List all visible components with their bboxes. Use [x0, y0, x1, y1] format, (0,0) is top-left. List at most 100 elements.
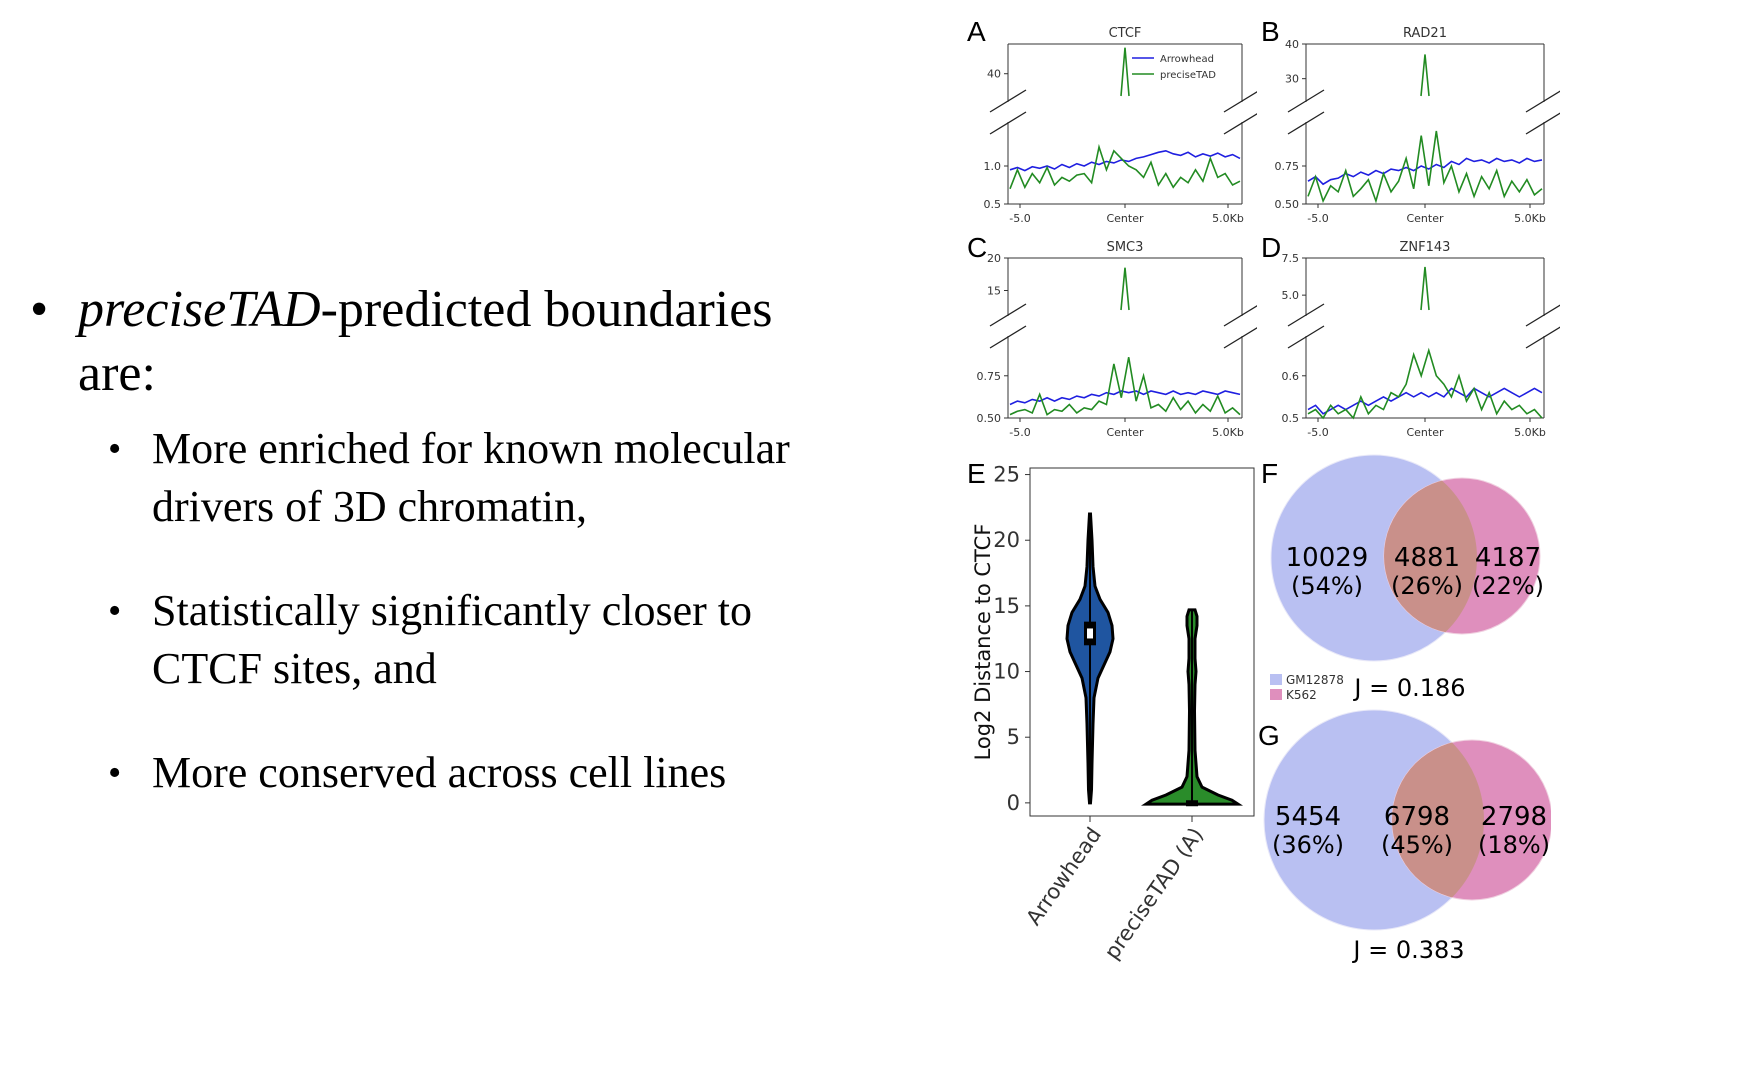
venn-count: 5454 [1275, 802, 1341, 832]
y-tick-label: 7.5 [1282, 252, 1300, 265]
chart-ctcf: CTCF 0.5 1.0 40 -5.0 Center 5.0Kb Arrowhead prec… [984, 26, 1257, 225]
panel-label-d: D [1261, 232, 1282, 263]
venn-percent: (54%) [1291, 572, 1363, 600]
venn-percent: (18%) [1478, 831, 1550, 859]
series-line-precisetad [1307, 347, 1543, 420]
chart-rad21: RAD21 0.50 0.75 30 40 -5.0 Center 5.0Kb [1275, 26, 1560, 225]
sub-bullet-1-line1: More enriched for known molecular [152, 424, 790, 473]
box-iqr [1186, 800, 1198, 807]
y-tick-label: 15 [987, 285, 1001, 298]
series-line-precisetad [1307, 130, 1543, 204]
axis-break-mark [1287, 111, 1325, 135]
y-axis-label: Log2 Distance to CTCF [971, 524, 995, 761]
x-tick-label: Center [1406, 426, 1444, 439]
x-tick-label: preciseTAD (A) [1100, 823, 1208, 964]
chart-title: CTCF [1109, 26, 1142, 41]
bullet-dot: • [108, 752, 122, 794]
venn-percent: (26%) [1391, 572, 1463, 600]
sub-bullet-2-line2: CTCF sites, and [152, 644, 437, 693]
series-line-arrowhead [1009, 149, 1241, 172]
series-peak-precisetad [1420, 266, 1430, 311]
x-tick-label: 5.0Kb [1514, 212, 1546, 225]
y-tick-label: 5 [1007, 725, 1020, 749]
y-tick-label: 0.75 [1275, 160, 1300, 173]
venn-percent: (45%) [1381, 831, 1453, 859]
panel-label-e: E [967, 458, 986, 489]
sub-bullet-3-line1: More conserved across cell lines [152, 748, 727, 797]
series-line-arrowhead [1307, 387, 1543, 415]
chart-title: RAD21 [1403, 26, 1447, 41]
y-tick-label: 0.5 [984, 198, 1002, 211]
chart-title: ZNF143 [1400, 240, 1451, 255]
y-tick-label: 10 [993, 660, 1020, 684]
sub-bullet-2-line1: Statistically significantly closer to [152, 586, 752, 635]
y-tick-label: 25 [993, 463, 1020, 487]
y-tick-label: 30 [1285, 73, 1299, 86]
venn-count: 6798 [1384, 802, 1450, 832]
axis-break-mark [1525, 112, 1560, 135]
y-tick-label: 0.5 [1282, 412, 1300, 425]
venn-f: 10029(54%) 4881(26%) 4187(22%) J = 0.186 GM1… [1270, 454, 1544, 702]
x-tick-label: 5.0Kb [1212, 212, 1244, 225]
y-tick-label: 5.0 [1282, 289, 1300, 302]
series-peak-precisetad [1120, 47, 1130, 97]
series-peak-precisetad [1420, 54, 1430, 97]
y-tick-label: 40 [987, 68, 1001, 81]
jaccard-index: J = 0.383 [1351, 936, 1464, 964]
chart-znf143: ZNF143 0.5 0.6 5.0 7.5 -5.0 Center 5.0Kb [1282, 240, 1560, 439]
axis-break-mark [1525, 90, 1560, 113]
venn-percent: (22%) [1472, 572, 1544, 600]
axis-break-mark [1223, 327, 1257, 349]
x-tick-label: Center [1106, 212, 1144, 225]
axis-break-mark [1525, 304, 1560, 327]
x-tick-label: 5.0Kb [1212, 426, 1244, 439]
chart-title: SMC3 [1107, 240, 1144, 255]
x-tick-label: -5.0 [1009, 426, 1030, 439]
chart-violin: 0 5 10 15 20 25 Log2 Distance to CTCF Arrowhead… [971, 463, 1255, 964]
y-tick-label: 0.50 [1275, 198, 1300, 211]
legend-label-gm12878: GM12878 [1286, 673, 1344, 687]
bullet-dot: • [30, 281, 49, 338]
axis-break-mark [989, 325, 1027, 349]
panel-label-g: G [1258, 720, 1280, 751]
y-tick-label: 15 [993, 594, 1020, 618]
bullet-dot: • [108, 590, 122, 632]
box-median [1087, 628, 1093, 639]
main-bullet-text-2: are: [78, 345, 156, 402]
axis-break-mark [1287, 303, 1325, 327]
sub-bullet-2: • Statistically significantly closer to … [108, 582, 910, 698]
axis-break-mark [1223, 91, 1257, 113]
axis-break-mark [1287, 325, 1325, 349]
venn-count: 4187 [1475, 543, 1541, 573]
y-tick-label: 20 [993, 528, 1020, 552]
axis-break-mark [989, 303, 1027, 327]
x-tick-label: -5.0 [1307, 212, 1328, 225]
x-tick-label: 5.0Kb [1514, 426, 1546, 439]
y-tick-label: 0 [1007, 791, 1020, 815]
bullet-list: • preciseTAD-predicted boundaries are: •… [30, 278, 910, 802]
venn-g: 5454(36%) 6798(45%) 2798(18%) J = 0.383 [1263, 709, 1551, 964]
bullet-dot: • [108, 428, 122, 470]
y-tick-label: 40 [1285, 38, 1299, 51]
x-tick-label: -5.0 [1009, 212, 1030, 225]
legend-swatch-k562 [1270, 689, 1282, 700]
panel-label-f: F [1261, 458, 1279, 489]
axis-break-mark [989, 111, 1027, 135]
axis-break-mark [1223, 113, 1257, 135]
axis-break-mark [1223, 305, 1257, 327]
axis-break-mark [989, 89, 1027, 113]
series-line-precisetad [1009, 357, 1241, 416]
axis-break-mark [1287, 89, 1325, 113]
venn-count: 10029 [1286, 543, 1369, 573]
x-tick-label: -5.0 [1307, 426, 1328, 439]
legend-swatch-gm12878 [1270, 674, 1282, 685]
series-line-arrowhead [1009, 390, 1241, 406]
legend-label-precisetad: preciseTAD [1160, 70, 1216, 81]
axis-break-mark [1525, 326, 1560, 349]
plot-frame [1029, 467, 1255, 817]
sub-bullet-1: • More enriched for known molecular driv… [108, 420, 910, 536]
y-tick-label: 0.75 [977, 370, 1002, 383]
chart-smc3: SMC3 0.50 0.75 15 20 -5.0 Center 5.0Kb [977, 240, 1257, 439]
x-tick-label: Center [1406, 212, 1444, 225]
venn-overlap [1392, 740, 1484, 900]
